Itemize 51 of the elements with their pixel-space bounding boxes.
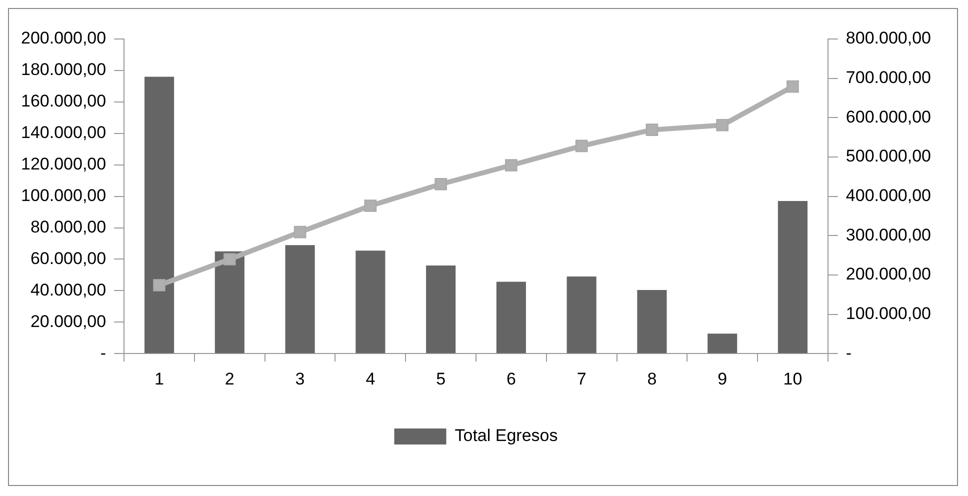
bar <box>356 250 386 354</box>
y-tick-label: 20.000,00 <box>30 312 106 331</box>
x-tick-label: 8 <box>647 369 657 388</box>
point <box>505 159 518 172</box>
point <box>575 140 588 152</box>
bar <box>496 282 526 354</box>
x-tick-label: 3 <box>295 369 305 388</box>
point <box>716 118 728 132</box>
point <box>153 279 166 292</box>
point <box>224 253 236 266</box>
bar <box>566 276 596 354</box>
bar <box>285 245 315 354</box>
y-tick-label: 40.000,00 <box>30 280 106 300</box>
x-tick-label: 7 <box>576 369 586 388</box>
bar <box>778 201 808 354</box>
y-tick-label: - <box>100 343 106 362</box>
x-tick-label: 6 <box>506 369 516 388</box>
y2-tick-label: 600.000,00 <box>846 107 932 126</box>
y2-tick-label: 300.000,00 <box>846 225 932 244</box>
bar <box>144 76 174 354</box>
y2-tick-label: 500.000,00 <box>846 146 932 166</box>
y2-tick-label: - <box>846 343 852 362</box>
x-tick-label: 5 <box>436 369 446 388</box>
y-tick-label: 100.000,00 <box>20 186 106 205</box>
point <box>364 200 377 212</box>
y2-tick-label: 400.000,00 <box>846 186 932 205</box>
bar <box>637 290 667 354</box>
x-tick-label: 1 <box>154 369 164 388</box>
x-tick-label: 10 <box>783 369 802 388</box>
point <box>434 178 447 190</box>
point <box>646 124 658 136</box>
point <box>294 226 306 238</box>
y-tick-label: 60.000,00 <box>30 248 106 268</box>
y-tick-label: 120.000,00 <box>20 154 106 174</box>
y2-tick-label: 200.000,00 <box>846 264 932 284</box>
bar <box>426 266 456 354</box>
y2-tick-label: 100.000,00 <box>846 304 932 323</box>
y-tick-label: 160.000,00 <box>20 92 106 111</box>
bar <box>214 251 244 354</box>
x-tick-label: 4 <box>366 369 376 388</box>
legend-label: Total Egresos <box>454 426 558 446</box>
x-tick-label: 2 <box>224 369 234 388</box>
x-tick-label: 9 <box>718 369 728 388</box>
y-tick-label: 200.000,00 <box>20 28 106 48</box>
point <box>786 80 799 93</box>
y2-tick-label: 700.000,00 <box>846 68 932 88</box>
y-tick-label: 180.000,00 <box>20 60 106 80</box>
y-tick-label: 140.000,00 <box>20 123 106 142</box>
bar <box>708 334 738 354</box>
y-tick-label: 80.000,00 <box>30 217 106 236</box>
y2-tick-label: 800.000,00 <box>846 28 932 48</box>
